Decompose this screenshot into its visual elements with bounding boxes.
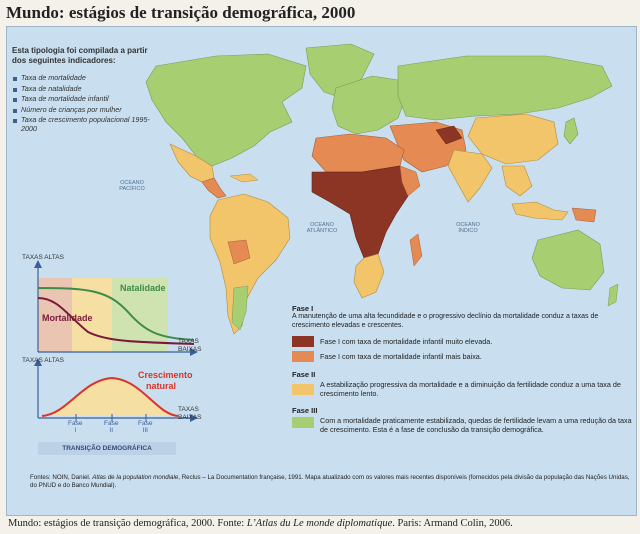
- phase-label-3: Fase III: [138, 420, 152, 434]
- chile-argentina-south: [231, 285, 249, 331]
- legend-phase3-head: Fase III: [292, 406, 318, 415]
- legend-row-phase2: A estabilização progressiva da mortalida…: [292, 380, 632, 398]
- caption-suffix: . Paris: Armand Colin, 2006.: [392, 518, 513, 529]
- x-axis-arrow: [190, 348, 198, 356]
- phase-label-2: Fase II: [104, 420, 118, 434]
- subsaharan-africa: [311, 165, 415, 259]
- afghanistan: [435, 125, 463, 145]
- indonesia: [511, 201, 569, 221]
- transition-graph-rates: [34, 260, 198, 356]
- phase-number: III: [142, 427, 148, 434]
- phase-number: II: [109, 427, 114, 434]
- legend-label: Fase I com taxa de mortalidade infantil …: [320, 337, 493, 346]
- ocean-label-atlantic: OCEANO ATLÂNTICO: [306, 222, 338, 234]
- phase-word: Fase: [138, 420, 153, 427]
- phase-word: Fase: [68, 420, 83, 427]
- legend-phase1-head: Fase I: [292, 304, 314, 313]
- legend-phase2-head: Fase II: [292, 370, 316, 379]
- y-axis-arrow: [34, 260, 42, 268]
- growth-curve-fill: [42, 378, 178, 416]
- swatch-phase3: [292, 417, 314, 428]
- papua: [571, 207, 597, 223]
- transition-graph-growth: [34, 358, 198, 422]
- swatch-phase1-high: [292, 336, 314, 347]
- sources-note: Fontes: NOIN, Daniel. Atlas de la popula…: [30, 474, 630, 490]
- legend-label: Fase I com taxa de mortalidade infantil …: [320, 352, 482, 361]
- central-america: [201, 177, 227, 199]
- indicator-item: Número de crianças por mulher: [12, 105, 162, 115]
- russia: [397, 55, 613, 121]
- china: [467, 113, 559, 165]
- sources-prefix: Fontes: NOIN, Daniel.: [30, 474, 91, 481]
- mortalidade-curve: [37, 297, 195, 345]
- north-africa: [311, 133, 405, 173]
- indicator-item: Taxa de mortalidade infantil: [12, 95, 162, 104]
- mortalidade-label: Mortalidade: [42, 313, 93, 323]
- graph2-x-label: TAXAS BAIXAS: [178, 406, 202, 421]
- graph2-y-label: TAXAS ALTAS: [22, 357, 64, 364]
- indicator-item: Taxa de mortalidade: [12, 73, 162, 83]
- south-america: [209, 193, 291, 335]
- map-title: Mundo: estágios de transição demográfica…: [6, 3, 356, 22]
- x-axis-arrow: [190, 414, 198, 422]
- figure-caption: Mundo: estágios de transição demográfica…: [8, 518, 513, 529]
- india: [447, 149, 493, 203]
- indicators-list: Taxa de mortalidade Taxa de natalidade T…: [12, 73, 162, 134]
- europe: [331, 75, 407, 135]
- ocean-label-indian: OCEANO ÍNDICO: [456, 222, 480, 234]
- madagascar: [409, 233, 423, 267]
- legend-label: A estabilização progressiva da mortalida…: [320, 380, 621, 398]
- swatch-phase1-low: [292, 351, 314, 362]
- phase-number: I: [74, 427, 77, 434]
- southern-africa: [353, 253, 385, 299]
- sources-rest: , Reclus – La Documentation française, 1…: [30, 474, 630, 489]
- graph1-x-label: TAXAS BAIXAS: [178, 338, 202, 353]
- indicator-item: Taxa de natalidade: [12, 84, 162, 94]
- east-africa: [399, 165, 421, 197]
- indicator-item: Taxa de crescimento populacional 1995-20…: [12, 116, 162, 133]
- legend-row-phase1-low: Fase I com taxa de mortalidade infantil …: [292, 351, 632, 362]
- legend-phase1-desc: A manutenção de uma alta fecundidade e o…: [292, 313, 599, 329]
- phase-word: Fase: [104, 420, 119, 427]
- legend-row-phase3: Com a mortalidade praticamente estabiliz…: [292, 416, 632, 434]
- swatch-phase2: [292, 384, 314, 395]
- legend: Fase I A manutenção de uma alta fecundid…: [292, 304, 632, 434]
- growth-label-1: Crescimento: [138, 370, 193, 380]
- growth-curve: [41, 376, 179, 417]
- y-axis-arrow: [34, 358, 42, 366]
- sources-book: Atlas de la population mondiale: [92, 474, 179, 481]
- japan: [563, 117, 579, 145]
- bolivia: [227, 239, 251, 265]
- ocean-label-pacific: OCEANO PACÍFICO: [119, 180, 145, 192]
- transition-caption: TRANSIÇÃO DEMOGRÁFICA: [38, 442, 176, 455]
- legend-label: Com a mortalidade praticamente estabiliz…: [320, 416, 632, 434]
- natalidade-curve: [37, 287, 195, 341]
- new-zealand: [607, 283, 619, 307]
- caribbean: [229, 173, 259, 183]
- growth-label-2: natural: [146, 381, 177, 391]
- north-america: [145, 53, 307, 167]
- phase-band-1: [38, 278, 72, 352]
- legend-row-phase1-high: Fase I com taxa de mortalidade infantil …: [292, 336, 632, 347]
- indicators-box: Esta tipologia foi compilada a partir do…: [12, 46, 162, 136]
- southeast-asia: [501, 165, 533, 197]
- caption-prefix: Mundo: estágios de transição demográfica…: [8, 518, 245, 529]
- natalidade-label: Natalidade: [120, 283, 166, 293]
- caption-work: L’Atlas du Le monde diplomatique: [246, 518, 393, 529]
- graph1-y-label: TAXAS ALTAS: [22, 254, 64, 261]
- indicators-intro: Esta tipologia foi compilada a partir do…: [12, 46, 148, 65]
- phase-label-1: Fase I: [68, 420, 82, 434]
- world-map: [145, 43, 619, 335]
- australia: [531, 229, 605, 291]
